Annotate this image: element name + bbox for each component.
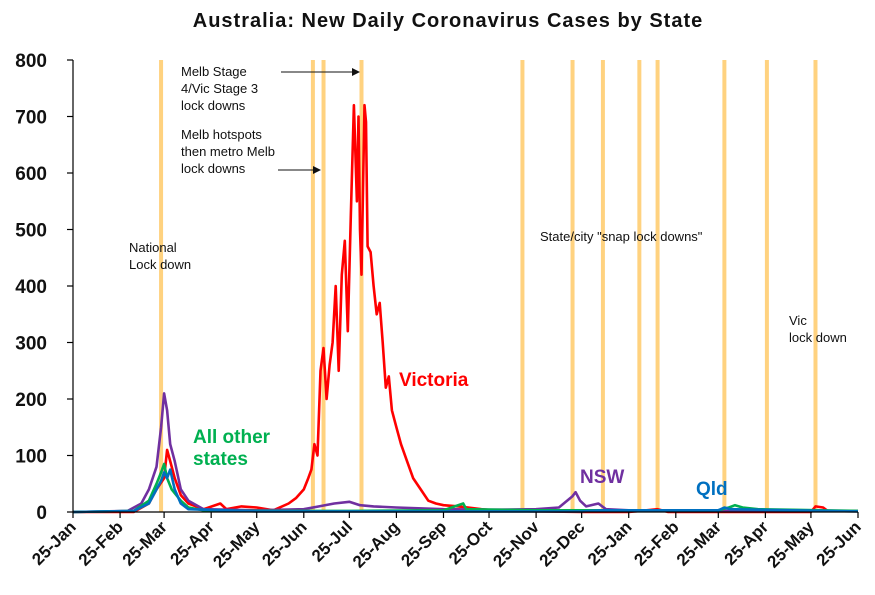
x-axis: 25-Jan25-Feb25-Mar25-Apr25-May25-Jun25-J… [28,511,865,572]
y-tick-label: 0 [36,503,47,524]
x-tick-label: 25-Aug [349,517,403,571]
series-line-qld [72,468,859,514]
series-line-nsw [72,392,858,514]
annotation-5: Vic lock down [789,313,847,345]
y-tick-label: 200 [15,390,47,411]
x-tick-label: 25-Jun [258,517,310,569]
x-tick-label: 25-Jan [584,517,636,569]
y-tick-label: 600 [15,164,47,185]
x-tick-label: 25-Mar [119,517,171,569]
y-tick-label: 300 [15,334,47,355]
y-tick-label: 700 [15,108,47,129]
x-tick-label: 25-May [764,517,819,572]
x-tick-label: 25-May [209,517,264,572]
y-tick-label: 400 [15,277,47,298]
x-tick-label: 25-Jan [28,517,80,569]
lockdown-lines [159,60,818,512]
y-axis: 0 100 200 300 400 500 600 700 800 [15,51,74,524]
y-tick-label: 100 [15,447,47,468]
series-label-all-other-states: All other states [193,427,271,470]
annotations: National Lock down Melb Stage 4/Vic Stage 3… [129,64,847,345]
x-tick-label: 25-Sep [397,517,450,570]
x-tick-label: 25-Dec [536,517,589,570]
series-lines [72,103,859,514]
x-tick-label: 25-Feb [75,517,127,569]
y-tick-label: 800 [15,51,47,72]
x-tick-label: 25-Apr [721,517,773,569]
series-labels: Victoria All other states NSW Qld [193,370,728,500]
chart-title: Australia: New Daily Coronavirus Cases b… [193,10,704,32]
annotation-arrowhead [313,166,321,174]
annotation-arrowhead [352,68,360,76]
series-label-victoria: Victoria [399,370,469,391]
y-tick-label: 500 [15,221,47,242]
x-tick-label: 25-Oct [445,517,496,568]
annotation-2: Melb Stage 4/Vic Stage 3 lock downs [181,64,258,113]
series-label-qld: Qld [696,479,728,500]
series-label-nsw: NSW [580,467,624,488]
x-tick-label: 25-Feb [630,517,682,569]
annotation-1: National Lock down [129,240,191,272]
x-tick-label: 25-Mar [673,517,725,569]
x-tick-label: 25-Jun [813,517,865,569]
annotation-3: Melb hotspots then metro Melb lock downs [181,127,275,176]
annotation-4: State/city "snap lock downs" [540,229,703,244]
x-tick-label: 25-Apr [166,517,218,569]
series-line-victoria [73,103,829,514]
x-tick-label: 25-Nov [489,517,543,571]
